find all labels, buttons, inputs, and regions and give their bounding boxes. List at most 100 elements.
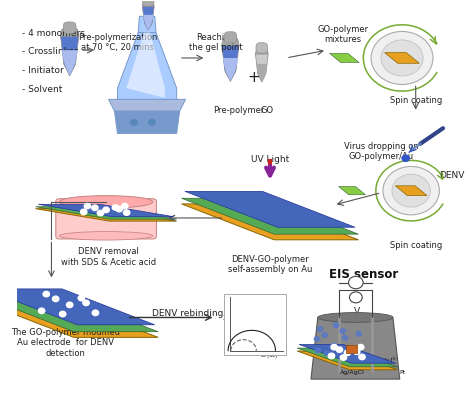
Circle shape — [357, 344, 364, 350]
Circle shape — [121, 203, 128, 209]
Circle shape — [38, 308, 45, 314]
Circle shape — [349, 292, 362, 303]
Polygon shape — [255, 49, 268, 54]
Text: Pre-polymer: Pre-polymer — [213, 106, 265, 115]
Circle shape — [116, 206, 122, 212]
Circle shape — [83, 300, 89, 306]
Ellipse shape — [59, 231, 153, 240]
Polygon shape — [256, 64, 267, 82]
Text: Spin coating: Spin coating — [390, 241, 442, 250]
Polygon shape — [143, 15, 154, 30]
Circle shape — [91, 205, 98, 211]
Circle shape — [356, 332, 362, 336]
Text: - Solvent: - Solvent — [22, 85, 62, 94]
Polygon shape — [115, 111, 180, 134]
Circle shape — [351, 347, 357, 352]
Polygon shape — [255, 54, 268, 82]
Text: Virus dropping on
GO-polymer/Au: Virus dropping on GO-polymer/Au — [344, 142, 419, 161]
Text: DENV: DENV — [439, 171, 465, 180]
Circle shape — [97, 210, 104, 216]
Circle shape — [318, 327, 323, 332]
Text: [Fe(CN)₆]³⁻: [Fe(CN)₆]³⁻ — [365, 356, 399, 363]
Circle shape — [53, 296, 59, 301]
Polygon shape — [329, 53, 359, 62]
Circle shape — [123, 210, 130, 215]
Polygon shape — [0, 296, 158, 332]
FancyBboxPatch shape — [224, 32, 237, 43]
Circle shape — [324, 351, 329, 356]
FancyBboxPatch shape — [256, 43, 268, 53]
Circle shape — [371, 31, 433, 84]
FancyBboxPatch shape — [56, 199, 156, 239]
FancyBboxPatch shape — [346, 345, 357, 353]
Circle shape — [340, 329, 346, 334]
Text: Pt: Pt — [399, 370, 405, 375]
Polygon shape — [182, 198, 358, 234]
Polygon shape — [61, 36, 79, 76]
Circle shape — [381, 40, 423, 76]
Text: EIS sensor: EIS sensor — [328, 268, 398, 281]
Text: The GO-polymer modified
Au electrode  for DENV
detection: The GO-polymer modified Au electrode for… — [10, 328, 119, 358]
Text: - Initiator: - Initiator — [22, 66, 64, 75]
FancyBboxPatch shape — [225, 294, 286, 354]
Circle shape — [344, 350, 351, 356]
Text: +: + — [248, 70, 260, 85]
Circle shape — [112, 205, 118, 210]
Circle shape — [315, 348, 320, 353]
Circle shape — [78, 296, 84, 301]
Text: - 4 monomers: - 4 monomers — [22, 29, 85, 38]
Polygon shape — [36, 207, 177, 219]
Text: DENV removal
with SDS & Acetic acid: DENV removal with SDS & Acetic acid — [61, 247, 156, 267]
Text: DENV-GO-polymer
self-assembly on Au: DENV-GO-polymer self-assembly on Au — [228, 255, 312, 274]
Text: Z''(Ω): Z''(Ω) — [222, 315, 242, 321]
Text: GO-polymer
mixtures: GO-polymer mixtures — [317, 25, 368, 44]
Text: I: I — [355, 293, 358, 302]
Text: Reaching
the gel point: Reaching the gel point — [189, 33, 242, 52]
Circle shape — [383, 167, 439, 215]
Polygon shape — [222, 45, 239, 82]
FancyBboxPatch shape — [143, 0, 154, 6]
Circle shape — [331, 344, 337, 350]
Polygon shape — [36, 209, 177, 221]
Text: V: V — [354, 307, 360, 316]
Polygon shape — [395, 186, 427, 195]
Polygon shape — [182, 204, 358, 240]
Ellipse shape — [59, 196, 153, 208]
Circle shape — [333, 323, 339, 328]
Text: Ag/AgCl: Ag/AgCl — [339, 370, 365, 375]
Polygon shape — [297, 351, 398, 370]
Polygon shape — [223, 58, 238, 82]
Polygon shape — [338, 187, 365, 195]
Circle shape — [103, 207, 109, 213]
Polygon shape — [185, 191, 355, 227]
Polygon shape — [38, 204, 174, 217]
FancyBboxPatch shape — [64, 22, 76, 33]
Text: Z'(Ω): Z'(Ω) — [260, 351, 278, 358]
Circle shape — [131, 119, 137, 125]
Circle shape — [392, 174, 430, 207]
Circle shape — [90, 291, 96, 297]
Circle shape — [66, 302, 73, 308]
Text: Pre-polymerization
at 70 °C, 20 mins: Pre-polymerization at 70 °C, 20 mins — [78, 33, 157, 52]
Circle shape — [354, 349, 360, 354]
Text: DENV rebinding: DENV rebinding — [152, 309, 224, 318]
Text: UV Light: UV Light — [251, 155, 289, 164]
Polygon shape — [142, 2, 154, 6]
Text: After: After — [266, 294, 285, 303]
Polygon shape — [109, 99, 185, 111]
Circle shape — [402, 155, 410, 162]
Circle shape — [340, 355, 346, 360]
Ellipse shape — [318, 312, 393, 322]
Text: Spin coating: Spin coating — [390, 96, 442, 105]
Polygon shape — [297, 348, 398, 367]
Circle shape — [43, 291, 49, 297]
Text: Before: Before — [243, 325, 268, 334]
Polygon shape — [311, 318, 400, 379]
Circle shape — [342, 335, 348, 340]
Circle shape — [59, 311, 66, 317]
Circle shape — [331, 343, 337, 348]
Text: GO: GO — [260, 106, 273, 115]
Circle shape — [328, 353, 335, 359]
Polygon shape — [127, 33, 165, 98]
Circle shape — [349, 347, 355, 352]
